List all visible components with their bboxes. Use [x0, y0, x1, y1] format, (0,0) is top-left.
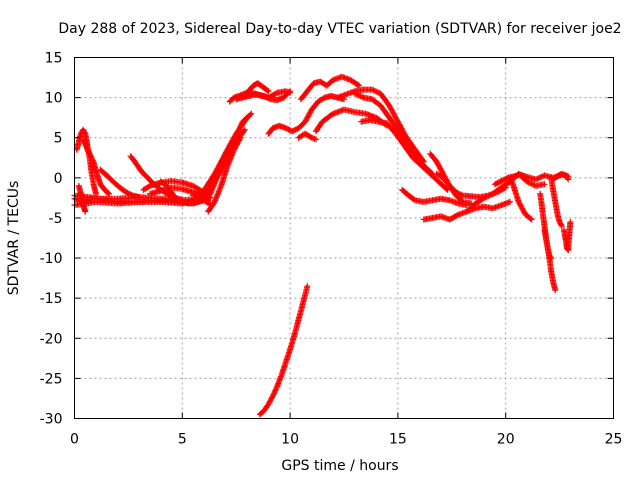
- series-track-13: [205, 134, 244, 215]
- y-tick-label: -10: [40, 251, 63, 267]
- series-track-16: [248, 88, 294, 103]
- data-point: [241, 126, 248, 133]
- x-axis-label: GPS time / hours: [281, 458, 398, 474]
- data-point: [354, 81, 361, 88]
- data-point: [507, 198, 513, 205]
- plot-frame: [74, 57, 614, 419]
- x-tick-label: 10: [281, 432, 299, 448]
- y-tick-label: 10: [45, 91, 63, 107]
- data-point: [552, 287, 559, 294]
- series-track-24: [358, 117, 451, 193]
- data-point: [248, 110, 255, 117]
- y-tick-label: -5: [49, 211, 63, 227]
- data-point: [237, 134, 244, 141]
- data-point: [243, 115, 250, 122]
- data-point: [81, 129, 88, 136]
- series-track-19: [297, 73, 363, 103]
- data-point: [565, 176, 572, 183]
- series-track-31: [509, 178, 535, 223]
- y-tick-label: 15: [45, 51, 63, 67]
- x-tick-label: 20: [497, 432, 515, 448]
- y-tick-label: 5: [54, 131, 63, 147]
- data-point: [136, 194, 143, 201]
- y-tick-label: -30: [40, 412, 63, 428]
- data-point: [558, 223, 565, 229]
- series-track-35: [560, 219, 574, 253]
- data-point: [525, 179, 532, 186]
- series-track-30: [491, 171, 572, 188]
- data-point: [87, 152, 94, 159]
- data-point: [287, 88, 294, 95]
- series-track-25: [399, 186, 470, 209]
- ticks: [74, 57, 614, 419]
- chart-title: Day 288 of 2023, Sidereal Day-to-day VTE…: [58, 21, 621, 37]
- data-point: [341, 96, 347, 103]
- series-track-05: [75, 182, 89, 215]
- data-point: [567, 219, 574, 225]
- data-point: [82, 208, 89, 215]
- y-tick-label: -15: [40, 291, 63, 307]
- data-point: [313, 136, 319, 143]
- series-track-06: [80, 136, 112, 197]
- data-point: [247, 111, 254, 118]
- data-point: [286, 89, 292, 96]
- data-point: [527, 215, 534, 222]
- y-tick-label: -20: [40, 331, 63, 347]
- data-point: [541, 181, 548, 188]
- data-point: [454, 212, 460, 219]
- data-point: [528, 216, 535, 223]
- data-point: [304, 283, 311, 290]
- data-point: [241, 127, 247, 134]
- data-point: [272, 90, 279, 97]
- series-track-17: [256, 283, 311, 418]
- data-point: [458, 191, 465, 198]
- series-track-36: [550, 170, 572, 183]
- series-track-20: [295, 130, 319, 143]
- series-track-33: [541, 227, 559, 294]
- data-layer: [71, 73, 574, 418]
- data-point: [265, 88, 272, 95]
- data-point: [244, 114, 250, 121]
- y-tick-label: -25: [40, 371, 63, 387]
- series-track-07: [97, 166, 143, 201]
- data-point: [564, 175, 571, 182]
- data-point: [93, 190, 100, 197]
- x-tick-label: 5: [178, 432, 187, 448]
- tick-labels: 0 5 10 15 20 25 -30 -25 -20 -15 -10 -5 0 5 10 15: [40, 51, 623, 448]
- data-point: [106, 190, 112, 197]
- series-track-12: [190, 114, 250, 199]
- y-axis-label: SDTVAR / TECUs: [6, 181, 22, 296]
- x-tick-label: 25: [605, 432, 623, 448]
- data-point: [264, 87, 271, 94]
- x-tick-label: 15: [389, 432, 407, 448]
- series-track-11: [157, 178, 214, 208]
- data-point: [104, 189, 111, 196]
- x-tick-label: 0: [70, 432, 79, 448]
- y-tick-label: 0: [54, 171, 63, 187]
